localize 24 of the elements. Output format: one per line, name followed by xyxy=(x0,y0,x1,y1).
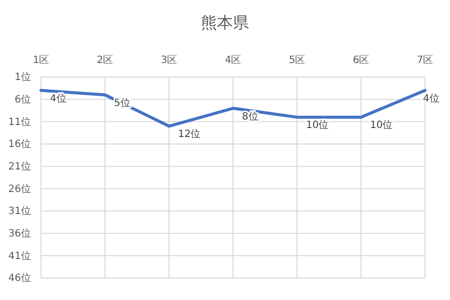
data-label: 10位 xyxy=(370,119,393,132)
x-tick-label: 4区 xyxy=(224,55,242,66)
x-tick-label: 1区 xyxy=(32,55,50,66)
data-label: 4位 xyxy=(423,92,440,104)
x-tick-label: 2区 xyxy=(96,55,114,66)
data-label: 4位 xyxy=(50,92,66,104)
data-label: 8位 xyxy=(242,110,258,122)
data-label: 10位 xyxy=(306,119,329,132)
x-tick-label: 6区 xyxy=(352,55,370,66)
y-tick-label: 31位 xyxy=(8,205,31,218)
y-tick-label: 1位 xyxy=(14,71,31,84)
y-tick-label: 36位 xyxy=(8,228,31,240)
y-tick-label: 16位 xyxy=(8,138,31,150)
chart-title: 熊本県 xyxy=(201,13,249,32)
y-tick-label: 41位 xyxy=(8,250,31,262)
x-tick-label: 5区 xyxy=(288,55,306,66)
y-tick-label: 26位 xyxy=(8,182,31,195)
x-tick-label: 7区 xyxy=(416,55,434,66)
data-label: 12位 xyxy=(178,128,201,140)
y-tick-label: 11位 xyxy=(8,116,31,128)
y-tick-label: 21位 xyxy=(8,160,31,173)
y-tick-label: 6位 xyxy=(14,94,31,106)
x-tick-label: 3区 xyxy=(160,55,178,66)
y-tick-label: 46位 xyxy=(8,272,31,284)
